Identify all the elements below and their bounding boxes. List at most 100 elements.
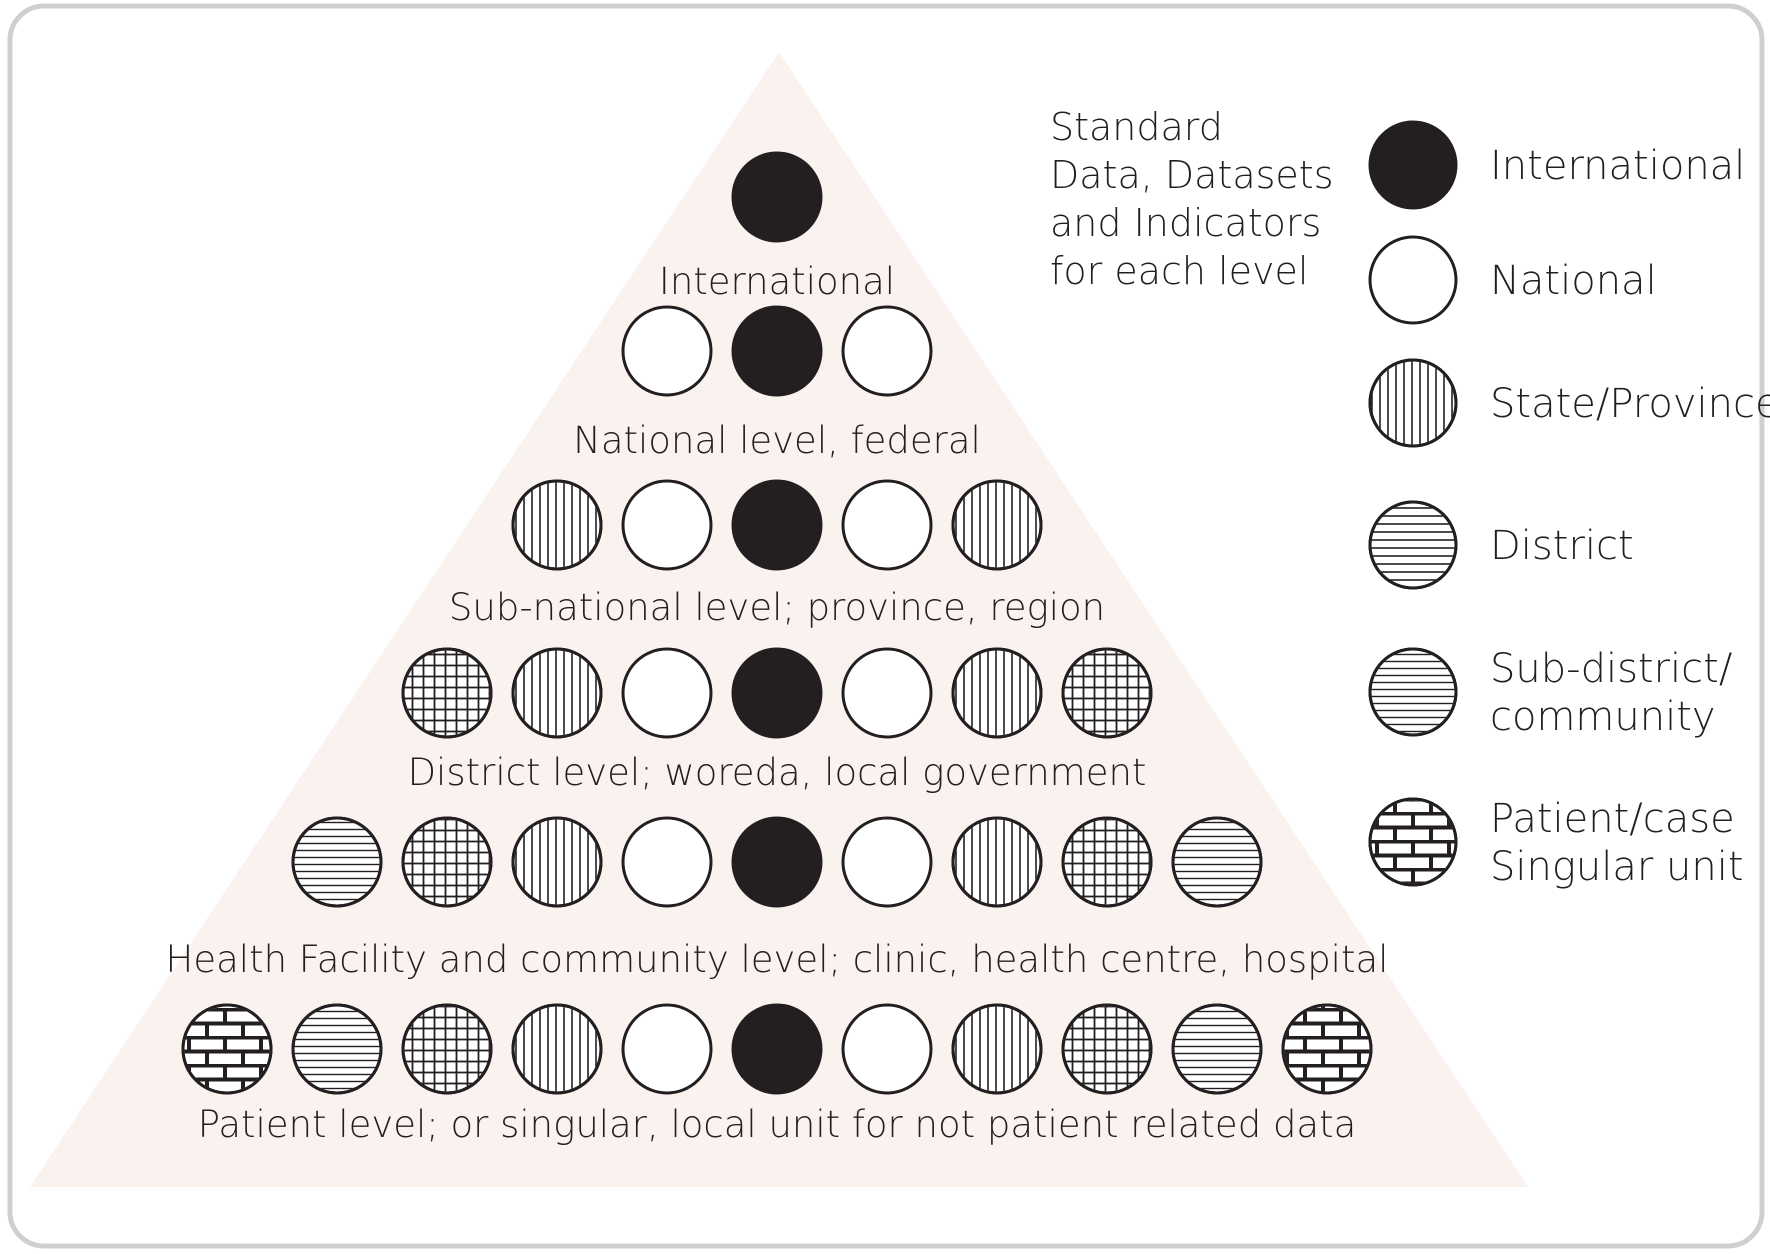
state-province-circle-icon-pattern: [514, 482, 600, 568]
legend-label: Sub-district/community: [1490, 646, 1732, 740]
district-grid-circle-icon-pattern: [404, 819, 490, 905]
state-province-circle-icon-outline: [951, 479, 1043, 571]
state-province-circle-icon-pattern: [514, 819, 600, 905]
international-circle-icon: [731, 1003, 823, 1095]
national-circle-icon: [841, 647, 933, 739]
district-grid-circle-icon-outline: [1061, 1003, 1153, 1095]
legend-label-line: State/Province: [1490, 381, 1770, 427]
legend-item: Sub-district/community: [1368, 646, 1732, 740]
state-province-circle-icon-outline: [511, 479, 603, 571]
international-circle-icon: [731, 816, 823, 908]
state-province-circle-icon-pattern: [514, 1006, 600, 1092]
heading-line-4: for each level: [1050, 249, 1308, 293]
state-province-circle-icon-pattern: [954, 819, 1040, 905]
legend-label: District: [1490, 523, 1634, 569]
legend-national-circle-icon: [1368, 235, 1458, 325]
level-3: Sub-national level; province, region: [449, 479, 1105, 629]
legend-label-line: Singular unit: [1490, 844, 1744, 890]
patient-brick-circle-icon-outline: [1281, 1003, 1373, 1095]
legend-item: International: [1368, 120, 1745, 210]
legend-state-province-circle-icon-outline: [1368, 358, 1458, 448]
legend-item: National: [1368, 235, 1657, 325]
national-circle-icon: [621, 816, 713, 908]
legend-patient-brick-circle-icon-outline: [1368, 797, 1458, 887]
legend-label: Patient/case Singular unit: [1490, 796, 1744, 890]
level-5: Health Facility and community level; cli…: [166, 816, 1389, 981]
international-circle-icon: [731, 479, 823, 571]
subdistrict-circle-icon-outline: [291, 1003, 383, 1095]
district-grid-circle-icon-outline: [401, 816, 493, 908]
patient-brick-circle-icon-pattern: [1284, 1006, 1370, 1092]
patient-brick-circle-icon-outline: [181, 1003, 273, 1095]
legend-item: District: [1368, 500, 1634, 590]
level-4: District level; woreda, local government: [401, 647, 1153, 794]
level-label: Health Facility and community level; cli…: [166, 938, 1389, 981]
national-circle-icon: [841, 816, 933, 908]
subdistrict-circle-icon-pattern: [1174, 819, 1260, 905]
legend-label: National: [1490, 258, 1657, 304]
legend-label-line: community: [1490, 694, 1716, 740]
level-label: International: [659, 260, 895, 303]
legend: International National State/Province Distr…: [1368, 120, 1770, 890]
legend-item: Patient/case Singular unit: [1368, 796, 1744, 890]
legend-district-circle-icon-pattern: [1371, 503, 1455, 587]
level-label: Patient level; or singular, local unit f…: [198, 1103, 1357, 1146]
subdistrict-circle-icon-pattern: [294, 819, 380, 905]
legend-label: State/Province: [1490, 381, 1770, 427]
subdistrict-circle-icon-outline: [1171, 816, 1263, 908]
legend-label-line: Sub-district/: [1490, 646, 1732, 692]
pyramid-levels: International National level, federal Sub-…: [166, 151, 1389, 1146]
state-province-circle-icon-outline: [511, 816, 603, 908]
state-province-circle-icon-outline: [951, 816, 1043, 908]
international-circle-icon: [731, 151, 823, 243]
state-province-circle-icon-pattern: [954, 482, 1040, 568]
state-province-circle-icon-outline: [511, 647, 603, 739]
legend-label-line: International: [1490, 143, 1745, 189]
subdistrict-circle-icon-outline: [291, 816, 383, 908]
legend-subdistrict-circle-icon-outline: [1368, 647, 1458, 737]
district-grid-circle-icon-pattern: [1064, 1006, 1150, 1092]
heading-line-3: and Indicators: [1050, 201, 1321, 245]
national-circle-icon: [841, 1003, 933, 1095]
state-province-circle-icon-outline: [951, 647, 1043, 739]
heading-line-2: Data, Datasets: [1050, 153, 1334, 197]
national-circle-icon: [841, 305, 933, 397]
state-province-circle-icon-pattern: [954, 650, 1040, 736]
legend-item: State/Province: [1368, 358, 1770, 448]
state-province-circle-icon-pattern: [954, 1006, 1040, 1092]
level-label: Sub-national level; province, region: [449, 586, 1105, 629]
legend-label-line: District: [1490, 523, 1634, 569]
pyramid-triangle: [30, 52, 1528, 1187]
state-province-circle-icon-outline: [951, 1003, 1043, 1095]
level-label: District level; woreda, local government: [408, 751, 1147, 794]
level-6: Patient level; or singular, local unit f…: [181, 1003, 1373, 1146]
legend-label: International: [1490, 143, 1745, 189]
level-2: National level, federal: [573, 305, 981, 462]
district-grid-circle-icon-outline: [401, 1003, 493, 1095]
legend-patient-brick-circle-icon-pattern: [1371, 800, 1455, 884]
district-grid-circle-icon-pattern: [404, 1006, 490, 1092]
subdistrict-circle-icon-outline: [1171, 1003, 1263, 1095]
national-circle-icon: [621, 1003, 713, 1095]
legend-label-line: National: [1490, 258, 1657, 304]
international-circle-icon: [731, 647, 823, 739]
national-circle-icon: [621, 305, 713, 397]
district-grid-circle-icon-pattern: [1064, 650, 1150, 736]
legend-district-circle-icon-outline: [1368, 500, 1458, 590]
legend-international-circle-icon: [1368, 120, 1458, 210]
national-circle-icon: [841, 479, 933, 571]
district-grid-circle-icon-outline: [401, 647, 493, 739]
international-circle-icon: [731, 305, 823, 397]
district-grid-circle-icon-pattern: [1064, 819, 1150, 905]
national-circle-icon: [621, 479, 713, 571]
legend-subdistrict-circle-icon-pattern: [1371, 650, 1455, 734]
legend-label-line: Patient/case: [1490, 796, 1735, 842]
state-province-circle-icon-pattern: [514, 650, 600, 736]
patient-brick-circle-icon-pattern: [184, 1006, 270, 1092]
subdistrict-circle-icon-pattern: [1174, 1006, 1260, 1092]
district-grid-circle-icon-outline: [1061, 647, 1153, 739]
subdistrict-circle-icon-pattern: [294, 1006, 380, 1092]
national-circle-icon: [621, 647, 713, 739]
heading-line-1: Standard: [1050, 105, 1223, 149]
